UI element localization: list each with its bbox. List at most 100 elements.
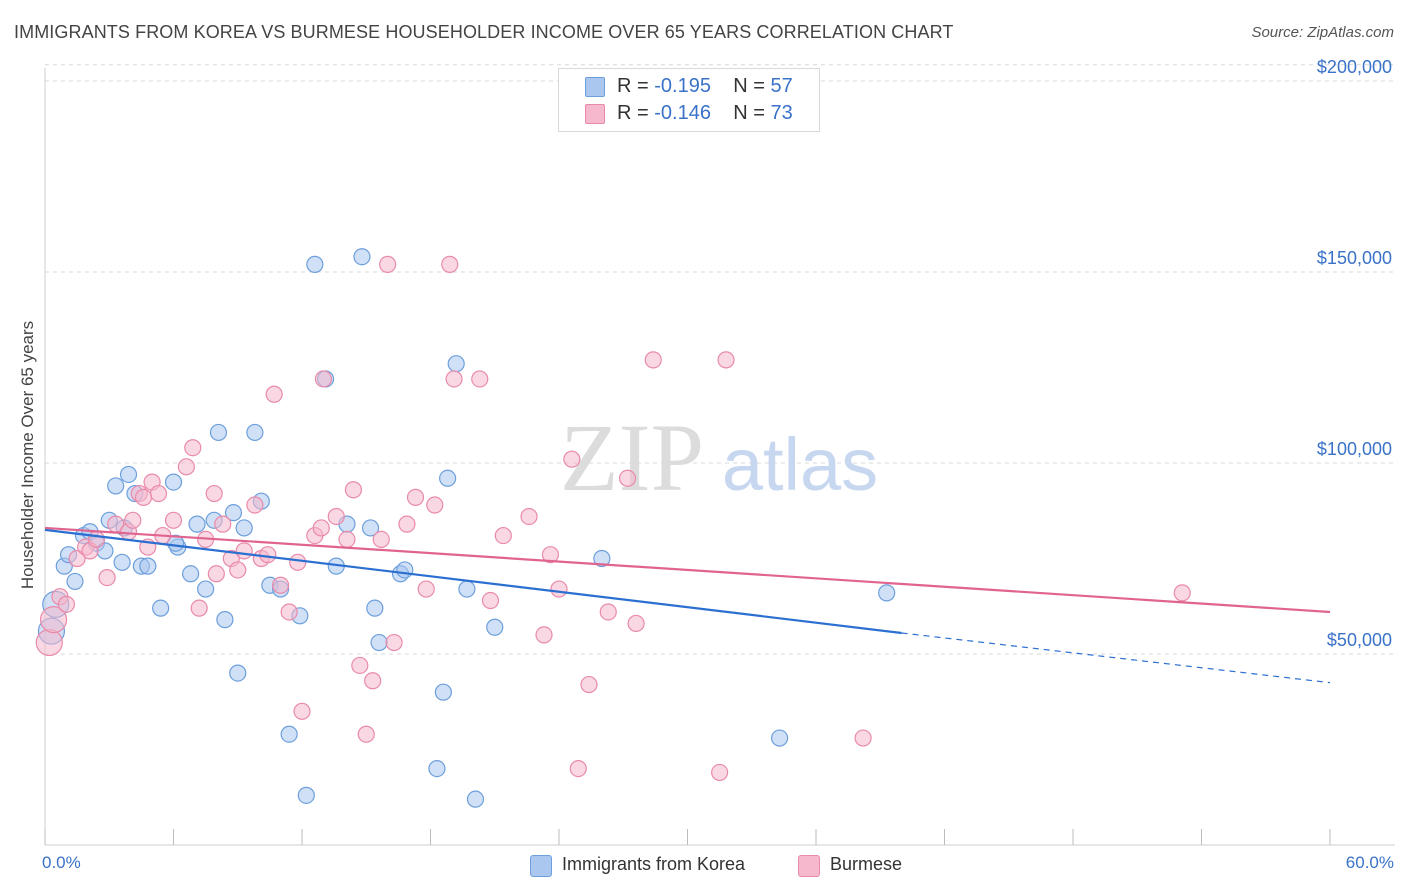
burmese-point-52 [471,370,489,388]
burmese-point-63 [618,469,637,487]
burmese-point-20 [190,599,208,617]
burmese-point-18 [177,458,195,476]
burmese-point-30 [265,385,283,403]
correlation-legend: R = -0.195 N = 57 R = -0.146 N = 73 [558,68,820,132]
x-axis-min-label: 0.0% [42,853,81,872]
burmese-point-27 [246,496,264,514]
burmese-point-34 [293,702,311,720]
burmese-point-36 [314,370,333,388]
korea-point-14 [139,557,157,575]
burmese-point-67 [717,351,735,369]
burmese-point-70 [134,488,153,506]
burmese-point-59 [563,450,581,468]
burmese-legend-label: Burmese [830,854,903,874]
burmese-point-51 [445,370,463,388]
korea-point-40 [366,599,384,617]
korea-point-19 [188,515,206,533]
burmese-point-44 [379,255,397,273]
burmese-point-69 [1173,584,1191,602]
burmese-point-64 [627,614,645,633]
korea-point-18 [182,565,200,583]
y-tick-label-100000: $100,000 [1317,439,1392,459]
burmese-point-40 [351,656,369,675]
burmese-legend-swatch [798,855,820,877]
trend-lines [44,526,1331,684]
burmese-point-50 [441,255,459,273]
burmese-point-66 [711,763,729,782]
korea-trend-line-extension [901,632,1331,684]
legend-row-burmese-text: R = -0.146 N = 73 [617,102,793,124]
burmese-point-71 [312,519,330,537]
burmese-point-46 [398,515,416,533]
korea-point-26 [235,519,253,537]
korea-point-46 [439,469,457,487]
y-tick-label-50000: $50,000 [1327,630,1392,650]
burmese-point-0 [35,628,63,657]
watermark-atlas: atlas [722,423,878,506]
korea-legend-swatch [530,855,552,877]
korea-point-16 [164,473,183,491]
burmese-point-25 [229,561,247,579]
korea-point-51 [593,549,611,568]
burmese-point-68 [854,729,872,747]
burmese-point-72 [207,565,225,583]
burmese-point-43 [372,530,390,549]
burmese-point-53 [481,591,500,610]
legend-row-korea-text: R = -0.195 N = 57 [617,75,793,97]
burmese-point-65 [644,351,662,369]
korea-points [37,248,896,808]
burmese-point-8 [98,568,116,587]
chart-title: IMMIGRANTS FROM KOREA VS BURMESE HOUSEHO… [14,22,954,42]
source-credit: Source: ZipAtlas.com [1251,24,1394,41]
korea-point-38 [353,248,371,266]
burmese-point-57 [541,546,560,564]
burmese-swatch [585,104,605,124]
korea-point-24 [224,504,243,522]
burmese-point-60 [569,759,587,778]
korea-point-48 [458,580,476,598]
korea-swatch [585,77,605,97]
korea-point-11 [119,465,138,484]
burmese-point-7 [87,530,106,549]
burmese-point-55 [520,507,538,526]
burmese-point-42 [364,672,382,690]
y-tick-labels: $50,000 $100,000 $150,000 $200,000 [1317,57,1392,650]
burmese-point-41 [357,725,375,743]
burmese-point-17 [164,511,183,529]
watermark: ZIP atlas [560,404,878,511]
y-tick-label-150000: $150,000 [1317,248,1392,268]
burmese-point-31 [271,576,290,594]
korea-point-39 [361,519,380,537]
korea-legend-label: Immigrants from Korea [562,854,746,874]
burmese-point-15 [149,484,168,503]
burmese-point-61 [580,675,598,694]
korea-point-44 [428,759,446,778]
burmese-point-19 [184,439,202,457]
korea-point-3 [66,572,84,591]
korea-r-value: -0.195 [654,75,711,97]
korea-point-47 [447,355,465,373]
korea-point-22 [209,423,228,442]
burmese-point-4 [68,549,86,568]
korea-point-33 [297,786,315,804]
korea-trend-line [44,528,902,635]
axes [44,68,1395,846]
burmese-point-23 [214,515,232,533]
burmese-trend-line [44,526,1331,614]
korea-point-52 [770,729,789,747]
korea-point-9 [107,477,125,495]
korea-n-value: 57 [770,75,793,97]
korea-point-49 [466,790,485,808]
korea-point-34 [306,255,324,273]
korea-point-27 [246,423,264,442]
burmese-point-54 [494,526,512,545]
burmese-point-45 [385,633,403,652]
burmese-point-1 [39,606,68,634]
series-legend: Immigrants from Korea Burmese [0,850,1406,880]
burmese-point-32 [280,603,298,621]
burmese-point-38 [338,530,356,549]
burmese-point-26 [235,542,253,560]
korea-point-15 [152,599,170,617]
burmese-point-11 [124,511,142,529]
